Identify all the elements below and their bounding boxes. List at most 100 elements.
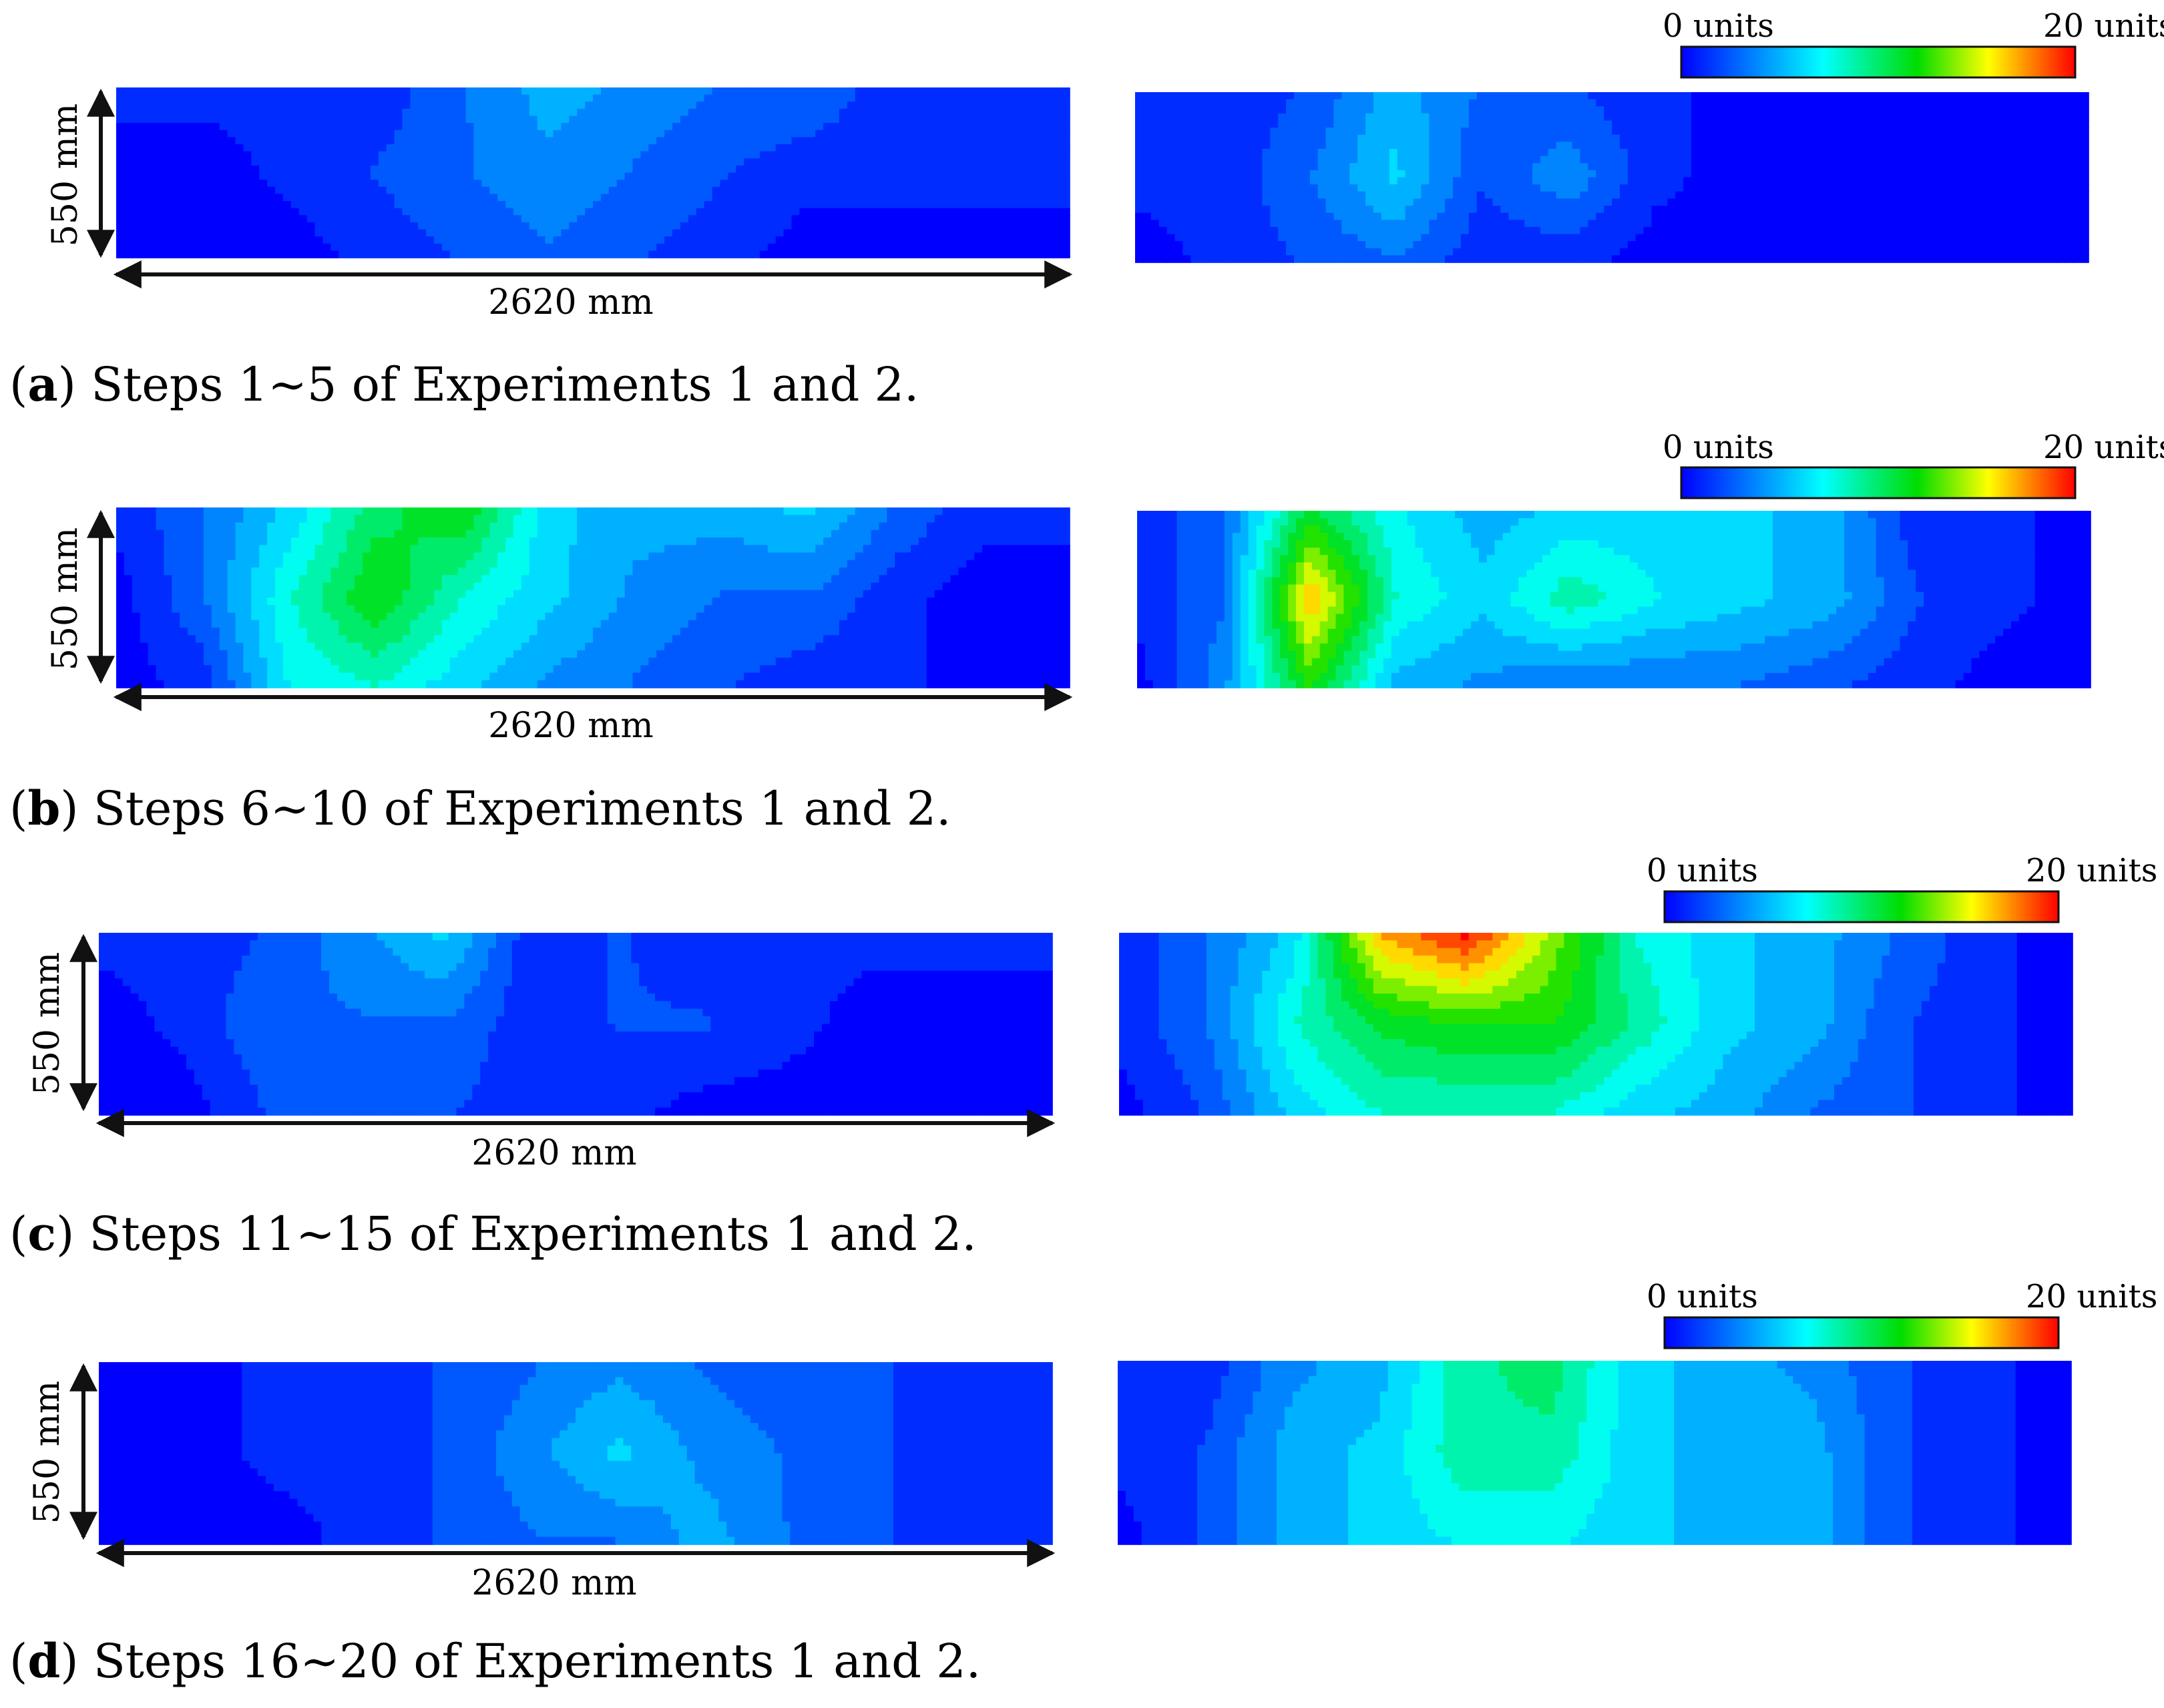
heatmap-cell <box>172 137 180 145</box>
heatmap-cell <box>267 172 276 180</box>
heatmap-cell <box>990 186 999 195</box>
heatmap-cell <box>1468 113 1478 122</box>
heatmap-cell <box>839 165 848 174</box>
heatmap-cell <box>418 151 427 160</box>
heatmap-cell <box>1150 170 1160 178</box>
heatmap-cell <box>775 123 785 131</box>
heatmap-cell <box>1421 149 1430 157</box>
heatmap-cell <box>696 208 705 216</box>
heatmap-cell <box>2065 206 2073 214</box>
heatmap-cell <box>728 137 736 145</box>
heatmap-cell <box>1953 198 1962 206</box>
heatmap-cell <box>1945 170 1954 178</box>
heatmap-cell <box>696 137 705 145</box>
heatmap-cell <box>561 208 570 216</box>
heatmap-cell <box>1199 177 1207 185</box>
heatmap-cell <box>1930 120 1938 128</box>
heatmap-cell <box>1062 137 1070 145</box>
heatmap-cell <box>958 180 967 188</box>
heatmap-cell <box>227 94 236 103</box>
heatmap-cell <box>140 172 149 180</box>
heatmap-cell <box>298 186 308 195</box>
heatmap-cell <box>537 201 546 209</box>
heatmap-cell <box>712 222 721 230</box>
heatmap-cell <box>156 194 165 202</box>
heatmap-cell <box>585 158 594 166</box>
heatmap-cell <box>608 151 618 160</box>
heatmap-cell <box>1484 120 1494 128</box>
heatmap-cell <box>783 222 793 230</box>
heatmap-cell <box>600 144 610 152</box>
heatmap-cell <box>1707 191 1716 200</box>
heatmap-cell <box>1874 92 1883 100</box>
heatmap-cell <box>1508 120 1517 128</box>
heatmap-cell <box>608 130 618 138</box>
heatmap-cell <box>823 151 832 160</box>
heatmap-cell <box>322 130 332 138</box>
heatmap-cell <box>791 165 801 174</box>
heatmap-cell <box>2081 156 2089 164</box>
heatmap-cell <box>1006 144 1015 152</box>
heatmap-cell <box>1135 92 1144 100</box>
heatmap-cell <box>958 144 967 152</box>
heatmap-cell <box>974 130 983 138</box>
heatmap-cell <box>1580 99 1589 108</box>
heatmap-cell <box>298 194 308 202</box>
heatmap-cell <box>942 165 951 174</box>
heatmap-cell <box>2073 113 2081 122</box>
heatmap-cell <box>1006 180 1015 188</box>
heatmap-cell <box>1014 222 1023 230</box>
heatmap-cell <box>1460 142 1470 150</box>
heatmap-cell <box>1810 170 1819 178</box>
heatmap-cell <box>306 158 316 166</box>
heatmap-cell <box>823 137 832 145</box>
heatmap-cell <box>465 208 475 216</box>
heatmap-cell <box>172 243 180 252</box>
heatmap-cell <box>2057 191 2066 200</box>
heatmap-cell <box>140 123 149 131</box>
heatmap-cell <box>1022 222 1031 230</box>
heatmap-cell <box>704 87 713 95</box>
heatmap-cell <box>124 243 133 252</box>
heatmap-cell <box>696 222 705 230</box>
heatmap-cell <box>203 208 212 216</box>
heatmap-cell <box>791 222 801 230</box>
heatmap-cell <box>648 201 657 209</box>
heatmap-cell <box>1222 177 1231 185</box>
heatmap-cell <box>855 123 864 131</box>
heatmap-cell <box>2073 163 2081 171</box>
heatmap-cell <box>116 250 125 258</box>
heatmap-cell <box>1405 134 1414 143</box>
heatmap-cell <box>1842 191 1851 200</box>
heatmap-cell <box>807 172 816 180</box>
heatmap-cell <box>1794 128 1803 136</box>
heatmap-cell <box>2081 206 2089 214</box>
heatmap-cell <box>1421 198 1430 206</box>
heatmap-cell <box>1890 128 1899 136</box>
heatmap-cell <box>1818 170 1827 178</box>
heatmap-cell <box>1516 134 1525 143</box>
heatmap-cell <box>934 236 943 244</box>
heatmap-cell <box>370 151 379 160</box>
heatmap-cell <box>132 116 141 124</box>
heatmap-cell <box>481 250 491 258</box>
heatmap-cell <box>640 201 650 209</box>
heatmap-cell <box>322 137 332 145</box>
heatmap-cell <box>736 229 744 237</box>
heatmap-cell <box>132 137 141 145</box>
heatmap-cell <box>132 101 141 110</box>
heatmap-cell <box>1747 142 1755 150</box>
heatmap-cell <box>124 250 133 258</box>
heatmap-cell <box>1445 198 1454 206</box>
heatmap-cell <box>211 158 220 166</box>
heatmap-cell <box>911 151 919 160</box>
heatmap-cell <box>267 101 276 110</box>
heatmap-cell <box>799 165 809 174</box>
heatmap-cell <box>600 94 610 103</box>
heatmap-cell <box>1707 142 1716 150</box>
heatmap-cell <box>799 158 809 166</box>
heatmap-cell <box>211 222 220 230</box>
heatmap-cell <box>1619 177 1629 185</box>
heatmap-cell <box>1755 113 1763 122</box>
heatmap-cell <box>903 137 911 145</box>
